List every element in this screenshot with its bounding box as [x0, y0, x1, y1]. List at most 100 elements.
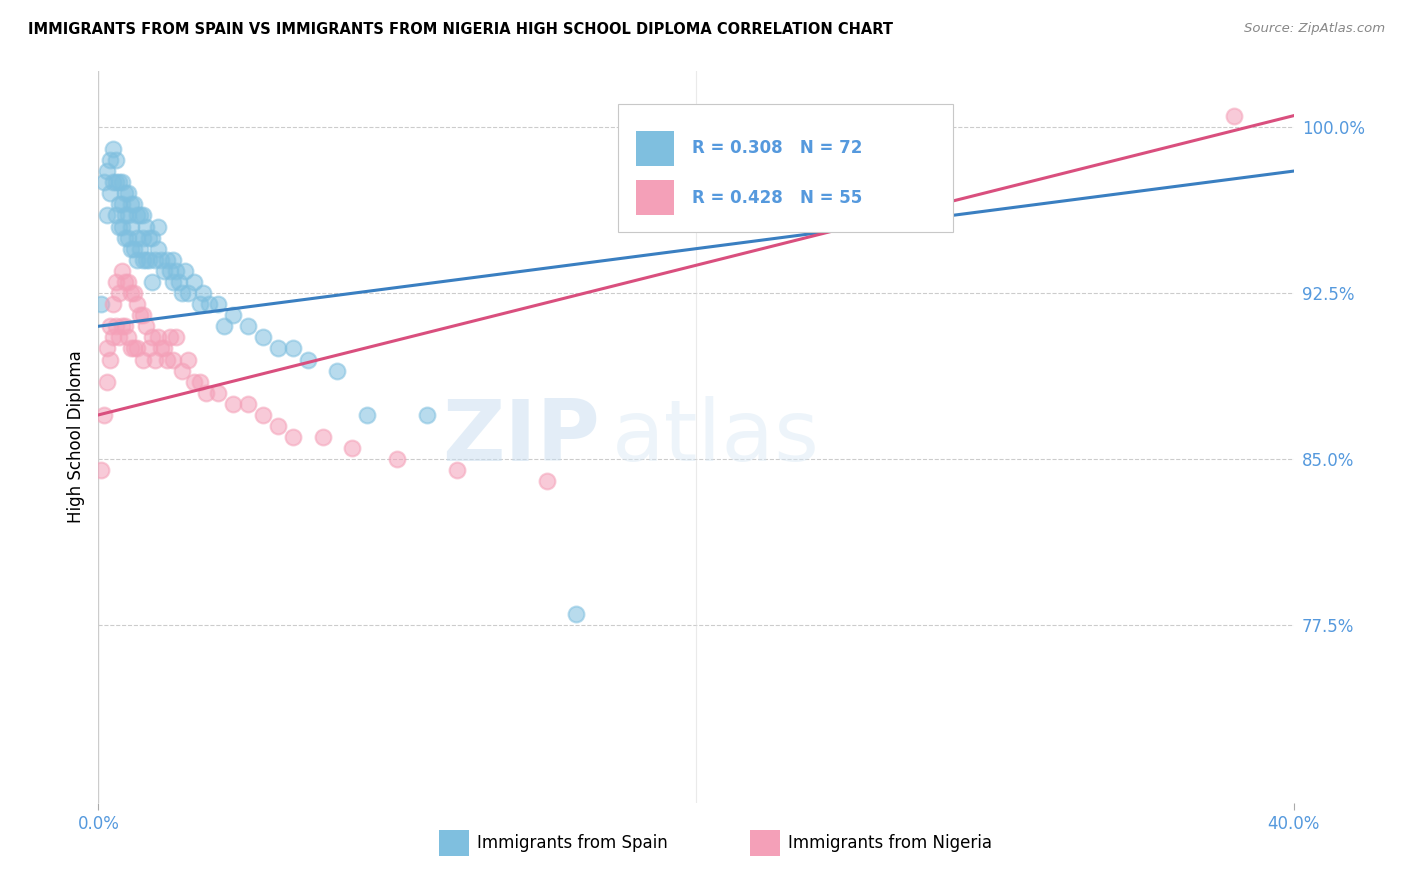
Point — [103, 297, 125, 311]
Text: Source: ZipAtlas.com: Source: ZipAtlas.com — [1244, 22, 1385, 36]
Point — [165, 264, 187, 278]
Point — [141, 275, 163, 289]
Point — [177, 352, 200, 367]
Point — [252, 408, 274, 422]
Point — [120, 219, 142, 234]
Point — [105, 175, 128, 189]
Point — [127, 297, 149, 311]
Point — [267, 419, 290, 434]
Point — [108, 219, 131, 234]
Point — [141, 330, 163, 344]
Bar — [637, 180, 675, 216]
Point — [162, 252, 184, 267]
Point — [96, 164, 118, 178]
Point — [108, 197, 131, 211]
Point — [96, 375, 118, 389]
Point — [135, 319, 157, 334]
Point — [117, 330, 139, 344]
Point — [281, 430, 304, 444]
Point — [103, 142, 125, 156]
Point — [120, 197, 142, 211]
Point — [129, 308, 152, 322]
Point — [132, 209, 155, 223]
Point — [120, 342, 142, 356]
Point — [117, 209, 139, 223]
Point — [103, 330, 125, 344]
Point — [124, 242, 146, 256]
Point — [105, 153, 128, 167]
Point — [117, 230, 139, 244]
Point — [98, 319, 122, 334]
Bar — [637, 130, 675, 166]
Point — [148, 242, 170, 256]
Point — [1223, 109, 1246, 123]
Point — [150, 342, 173, 356]
Point — [132, 308, 155, 322]
Point — [129, 209, 152, 223]
Point — [183, 375, 205, 389]
Point — [385, 452, 409, 467]
Point — [103, 175, 125, 189]
Point — [98, 153, 122, 167]
Point — [141, 230, 163, 244]
Point — [120, 285, 142, 300]
Point — [93, 175, 115, 189]
Point — [111, 175, 134, 189]
Point — [565, 607, 588, 622]
Point — [108, 175, 131, 189]
Point — [342, 441, 364, 455]
Point — [159, 330, 181, 344]
Point — [111, 219, 134, 234]
Point — [111, 319, 134, 334]
Point — [117, 275, 139, 289]
Point — [153, 264, 176, 278]
Y-axis label: High School Diploma: High School Diploma — [66, 351, 84, 524]
Point — [124, 342, 146, 356]
Point — [281, 342, 304, 356]
Point — [105, 275, 128, 289]
Point — [105, 209, 128, 223]
Point — [90, 463, 112, 477]
Point — [191, 285, 214, 300]
Text: R = 0.308   N = 72: R = 0.308 N = 72 — [692, 139, 863, 157]
Point — [236, 319, 259, 334]
Point — [267, 342, 290, 356]
Point — [114, 186, 136, 201]
Point — [124, 197, 146, 211]
Bar — [439, 830, 470, 855]
Point — [138, 252, 160, 267]
Point — [127, 252, 149, 267]
Point — [124, 285, 146, 300]
Point — [143, 352, 166, 367]
Point — [111, 264, 134, 278]
Point — [93, 408, 115, 422]
Point — [114, 275, 136, 289]
Point — [96, 342, 118, 356]
Point — [132, 252, 155, 267]
Point — [108, 330, 131, 344]
Text: R = 0.428   N = 55: R = 0.428 N = 55 — [692, 189, 863, 207]
Point — [416, 408, 439, 422]
Point — [90, 297, 112, 311]
Point — [222, 308, 245, 322]
Point — [114, 230, 136, 244]
Point — [150, 252, 173, 267]
Point — [156, 252, 179, 267]
Point — [114, 319, 136, 334]
Point — [162, 275, 184, 289]
Point — [105, 319, 128, 334]
Point — [127, 342, 149, 356]
Point — [143, 252, 166, 267]
Point — [98, 186, 122, 201]
Point — [159, 264, 181, 278]
Point — [129, 242, 152, 256]
Point — [222, 397, 245, 411]
Point — [127, 209, 149, 223]
Point — [138, 230, 160, 244]
Point — [127, 230, 149, 244]
Point — [183, 275, 205, 289]
Point — [153, 342, 176, 356]
Point — [114, 209, 136, 223]
Point — [156, 352, 179, 367]
Point — [446, 463, 468, 477]
